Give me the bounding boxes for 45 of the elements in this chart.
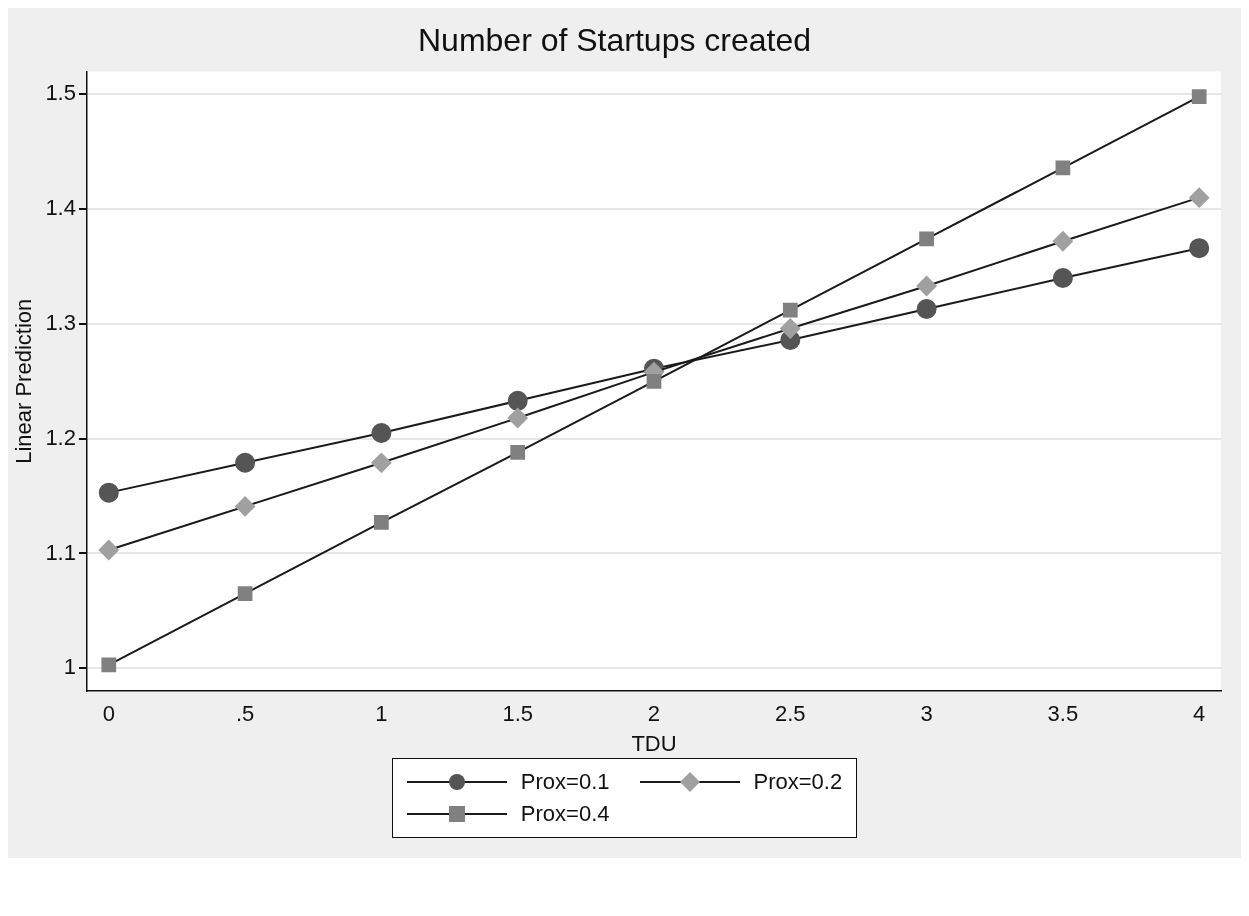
chart-title: Number of Startups created bbox=[417, 22, 812, 59]
x-tick-label: 4 bbox=[1193, 701, 1206, 727]
legend-label: Prox=0.2 bbox=[753, 769, 843, 795]
y-tick-label: 1.1 bbox=[45, 539, 76, 565]
point bbox=[782, 302, 798, 318]
point bbox=[98, 482, 119, 503]
y-tick-label: 1 bbox=[63, 654, 76, 680]
point bbox=[1052, 268, 1073, 288]
point bbox=[916, 298, 937, 319]
point bbox=[1055, 160, 1071, 176]
x-tick-label: 1 bbox=[375, 701, 388, 727]
x-tick-label: 0 bbox=[102, 701, 115, 727]
point bbox=[1189, 238, 1210, 259]
point bbox=[237, 586, 253, 601]
point bbox=[507, 390, 528, 411]
x-tick-label: 2 bbox=[647, 701, 661, 727]
point bbox=[919, 231, 934, 247]
point bbox=[510, 445, 526, 460]
point bbox=[1052, 231, 1073, 252]
x-tick-label: 2.5 bbox=[774, 701, 806, 727]
point bbox=[1189, 187, 1210, 208]
point bbox=[371, 452, 392, 473]
point bbox=[98, 540, 119, 561]
x-tick-label: 1.5 bbox=[502, 701, 533, 727]
legend-label: Prox=0.1 bbox=[520, 769, 610, 795]
y-tick-label: 1.2 bbox=[45, 424, 76, 450]
point bbox=[780, 318, 801, 339]
y-tick-label: 1.4 bbox=[45, 195, 76, 221]
point bbox=[916, 276, 937, 297]
point bbox=[235, 496, 256, 517]
y-tick-label: 1.3 bbox=[45, 309, 76, 335]
x-tick-label: 3.5 bbox=[1047, 701, 1079, 727]
point bbox=[371, 422, 392, 443]
x-tick-label: .5 bbox=[235, 701, 255, 727]
point bbox=[507, 408, 528, 429]
x-tick-label: 3 bbox=[920, 701, 933, 727]
point bbox=[235, 452, 256, 473]
x-axis-title: TDU bbox=[631, 730, 677, 756]
y-tick-label: 1.5 bbox=[45, 80, 76, 106]
point bbox=[646, 373, 662, 389]
legend-label: Prox=0.4 bbox=[520, 801, 610, 827]
point bbox=[374, 515, 389, 530]
point bbox=[1191, 89, 1207, 105]
y-axis-title: Linear Prediction bbox=[11, 298, 37, 464]
point bbox=[101, 657, 117, 673]
